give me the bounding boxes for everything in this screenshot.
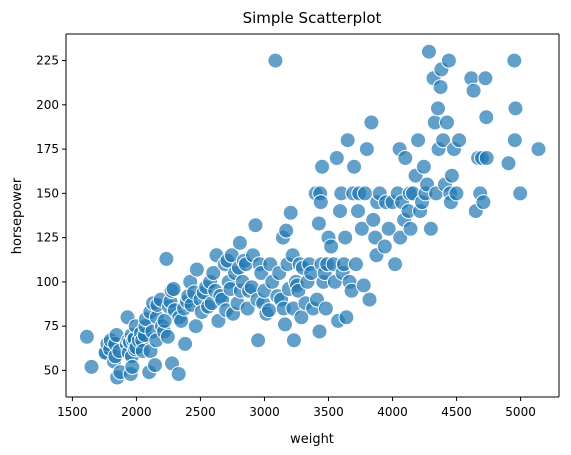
scatter-point — [402, 220, 419, 237]
scatter-point — [478, 150, 495, 166]
scatter-point — [337, 229, 354, 246]
y-axis-label: horsepower — [10, 177, 25, 254]
scatter-point — [353, 220, 370, 237]
x-tick-label: 5000 — [505, 405, 536, 419]
scatter-point — [346, 158, 363, 175]
scatter-point — [410, 132, 427, 149]
x-ticks: 1500 2000 2500 3000 3500 4000 4500 5000 — [57, 397, 536, 419]
scatter-point — [348, 256, 364, 273]
scatter-point — [83, 358, 100, 375]
scatter-point — [530, 141, 547, 158]
y-tick-label: 50 — [44, 363, 59, 377]
scatter-point — [165, 281, 182, 297]
x-tick-label: 2000 — [121, 405, 152, 419]
scatter-point — [430, 100, 446, 117]
scatter-point — [205, 265, 222, 281]
scatter-point — [392, 229, 409, 246]
scatter-point — [158, 250, 175, 267]
scatter-point — [387, 256, 404, 273]
scatter-point — [285, 332, 302, 349]
scatter-point — [278, 222, 295, 239]
scatter-point — [277, 316, 293, 333]
scatter-point — [312, 194, 329, 211]
scatter-point — [314, 158, 331, 175]
x-axis-label: weight — [290, 432, 334, 447]
scatter-point — [147, 357, 163, 374]
scatter-point — [328, 150, 345, 166]
scatter-point — [156, 312, 173, 329]
scatter-point — [475, 194, 492, 211]
scatter-point — [310, 215, 327, 232]
scatter-point — [159, 328, 176, 345]
scatter-point — [451, 132, 468, 149]
scatter-point — [439, 114, 455, 131]
scatter-point — [421, 43, 437, 60]
y-tick-label: 100 — [36, 275, 59, 289]
scatter-point — [311, 323, 328, 340]
scatter-point — [506, 52, 523, 69]
scatter-point — [415, 158, 432, 175]
y-ticks: 50 75 100 125 150 175 200 225 — [36, 54, 66, 377]
scatter-point — [432, 79, 449, 96]
scatter-point — [500, 155, 517, 172]
scatter-point — [323, 238, 340, 255]
scatter-point — [339, 132, 356, 149]
scatter-point — [188, 261, 205, 278]
axes-layer — [65, 33, 560, 398]
y-tick-label: 75 — [44, 319, 59, 333]
scatter-point — [361, 291, 378, 308]
scatter-point — [247, 217, 264, 234]
y-tick-label: 125 — [36, 231, 59, 245]
scatter-point — [397, 150, 414, 166]
scatter-point — [317, 300, 334, 317]
scatter-point — [261, 302, 277, 319]
scatter-point — [177, 335, 194, 352]
x-tick-label: 4500 — [441, 405, 472, 419]
x-tick-label: 4000 — [377, 405, 408, 419]
scatter-point — [170, 366, 187, 382]
scatter-point — [78, 328, 95, 345]
scatter-point — [380, 220, 397, 237]
scatter-point — [512, 185, 529, 202]
scatter-point — [282, 204, 299, 221]
scatter-point — [338, 309, 355, 326]
scatter-point — [422, 220, 439, 237]
scatter-point — [124, 358, 141, 375]
scatter-point — [376, 238, 393, 255]
scatter-point — [506, 132, 523, 149]
scatter-point — [363, 114, 380, 131]
scatter-point — [440, 52, 457, 69]
chart-title: Simple Scatterplot — [243, 9, 382, 27]
scatter-point — [443, 167, 460, 184]
scatter-point — [435, 132, 452, 149]
scatter-point — [365, 211, 382, 228]
scatter-point — [250, 332, 267, 349]
y-tick-label: 225 — [36, 54, 59, 68]
scatter-point — [448, 185, 465, 202]
scatter-point — [465, 82, 482, 99]
points-layer — [78, 43, 547, 386]
scatter-point — [478, 109, 495, 126]
x-tick-label: 1500 — [57, 405, 88, 419]
x-tick-label: 2500 — [185, 405, 216, 419]
x-tick-label: 3000 — [249, 405, 280, 419]
scatter-point — [358, 141, 375, 158]
y-tick-label: 175 — [36, 142, 59, 156]
scatter-point — [350, 203, 366, 220]
scatter-point — [231, 234, 248, 251]
scatter-point — [507, 100, 524, 117]
y-tick-label: 150 — [36, 186, 59, 200]
scatter-point — [355, 277, 372, 294]
scatter-point — [187, 318, 204, 335]
x-tick-label: 3500 — [313, 405, 344, 419]
scatter-point — [477, 70, 494, 87]
scatter-point — [267, 52, 284, 69]
y-tick-label: 200 — [36, 98, 59, 112]
scatter-point — [332, 203, 348, 220]
